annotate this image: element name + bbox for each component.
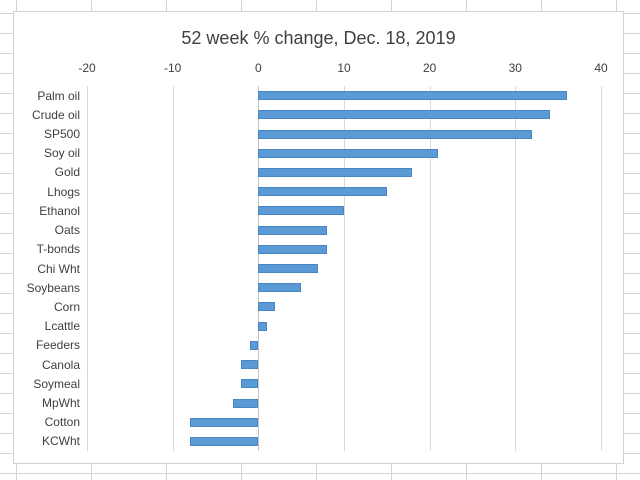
chart-title: 52 week % change, Dec. 18, 2019 [181, 28, 456, 48]
category-label: Feeders [35, 338, 80, 353]
category-label: Lcattle [44, 319, 80, 334]
category-label: Cotton [44, 415, 80, 430]
gridline [515, 86, 517, 451]
plot-area [14, 86, 623, 451]
chart: 52 week % change, Dec. 18, 2019 -20 -10 0 1… [13, 11, 624, 464]
bar [189, 417, 259, 427]
bar [258, 302, 276, 312]
bar [258, 283, 302, 293]
category-label: Soymeal [33, 376, 80, 391]
category-label: Canola [41, 357, 80, 372]
category-label: Soy oil [43, 146, 80, 161]
category-label: Oats [54, 223, 80, 238]
bar [241, 379, 259, 389]
x-tick-label: 0 [254, 61, 262, 75]
x-tick-label: 40 [594, 61, 608, 75]
bar [258, 244, 327, 254]
gridline [429, 86, 431, 451]
x-tick-label: 20 [423, 61, 437, 75]
category-label: Ethanol [39, 203, 80, 218]
bar [258, 129, 533, 139]
category-label: T-bonds [36, 242, 80, 257]
bar [232, 398, 259, 408]
bar [258, 167, 413, 177]
category-label: Lhogs [47, 184, 80, 199]
bar [258, 91, 567, 101]
bar [258, 110, 550, 120]
category-label: SP500 [43, 127, 80, 141]
category-label: Palm oil [37, 88, 80, 103]
gridline [601, 86, 602, 451]
bar [241, 360, 259, 370]
bar [258, 187, 387, 197]
bar [258, 321, 267, 331]
bar [189, 436, 259, 446]
category-label: Crude oil [31, 107, 80, 122]
x-tick-label: -20 [78, 61, 96, 75]
bar [258, 148, 439, 158]
gridline [87, 86, 88, 451]
category-label: Soybeans [26, 280, 80, 295]
category-label: MpWht [41, 396, 80, 410]
x-tick-label: 10 [337, 61, 351, 75]
category-label: KCWht [41, 434, 80, 449]
x-tick-label: -10 [164, 61, 182, 75]
bar [258, 264, 319, 273]
bar [258, 206, 344, 216]
bar [258, 225, 327, 235]
category-label: Corn [53, 299, 80, 314]
x-tick-label: 30 [508, 61, 522, 75]
gridline [344, 86, 345, 451]
bar [249, 340, 259, 350]
gridline [172, 86, 174, 451]
category-label: Chi Wht [37, 261, 80, 276]
category-label: Gold [54, 165, 80, 180]
